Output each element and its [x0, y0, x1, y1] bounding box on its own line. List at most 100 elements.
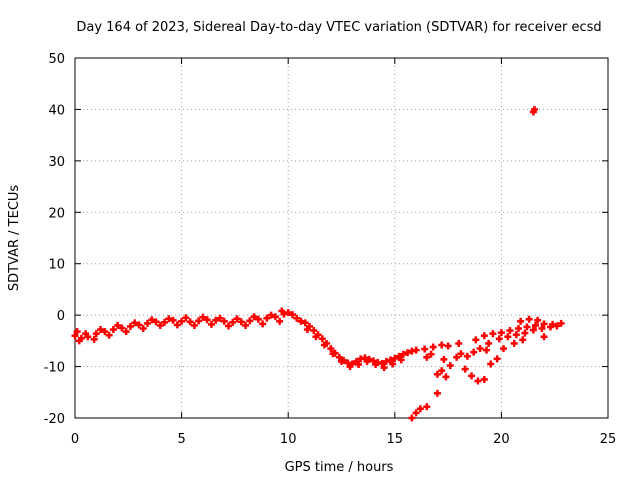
data-point	[254, 315, 262, 323]
data-point	[346, 363, 354, 371]
data-point	[476, 345, 484, 353]
data-points	[71, 105, 565, 422]
data-point	[207, 320, 215, 328]
x-tick-label: 5	[177, 432, 185, 447]
data-point	[438, 367, 446, 375]
data-point	[395, 352, 403, 360]
data-point	[90, 335, 98, 343]
data-point	[453, 353, 461, 361]
data-point	[122, 328, 130, 336]
data-point	[504, 333, 512, 341]
data-point	[182, 314, 190, 322]
data-point	[399, 350, 407, 358]
data-point	[416, 405, 424, 413]
data-point	[355, 361, 363, 369]
data-point	[186, 318, 194, 326]
data-point	[105, 331, 113, 339]
data-point	[212, 316, 220, 324]
data-point	[190, 321, 198, 329]
series-main-trend	[71, 309, 305, 342]
data-point	[463, 352, 471, 360]
data-point	[242, 321, 250, 329]
data-point	[421, 345, 429, 353]
data-point	[517, 317, 525, 325]
data-point	[97, 326, 105, 334]
data-point	[329, 350, 337, 358]
data-point	[553, 322, 561, 330]
data-point	[71, 332, 79, 340]
data-point	[404, 349, 412, 357]
data-point	[288, 311, 296, 319]
data-point	[320, 341, 328, 349]
data-point	[433, 389, 441, 397]
y-tick-label: 0	[57, 309, 65, 324]
data-point	[293, 314, 301, 322]
data-point	[271, 313, 279, 321]
data-point	[500, 345, 508, 353]
data-point	[532, 321, 540, 329]
data-point	[480, 332, 488, 340]
ticks: 0 5 10 15 20 25 -20 -10 0 10 20 30 40 50	[44, 52, 617, 447]
series-descent-offset	[303, 326, 405, 372]
data-point	[233, 315, 241, 323]
data-point	[237, 318, 245, 326]
data-point	[446, 362, 454, 370]
data-point	[523, 323, 531, 331]
data-point	[538, 325, 546, 333]
data-point	[327, 345, 335, 353]
data-point	[297, 317, 305, 325]
data-point	[75, 337, 83, 345]
data-point	[457, 350, 465, 358]
data-point	[442, 373, 450, 381]
data-point	[267, 311, 275, 319]
data-point	[512, 331, 520, 339]
series-main-trend-lower	[75, 317, 284, 345]
y-axis-label: SDTVAR / TECUs	[7, 185, 22, 292]
series-dip-track	[408, 403, 431, 422]
series-scattered-late	[421, 339, 501, 397]
data-point	[139, 325, 147, 333]
y-tick-label: 10	[48, 258, 65, 273]
data-point	[412, 346, 420, 354]
chart-title: Day 164 of 2023, Sidereal Day-to-day VTE…	[76, 20, 601, 35]
data-point	[546, 323, 554, 331]
data-point	[529, 326, 537, 334]
data-point	[468, 372, 476, 380]
data-point	[540, 320, 548, 328]
data-point	[482, 346, 490, 354]
data-point	[519, 336, 527, 344]
data-point	[165, 315, 173, 323]
data-point	[372, 361, 380, 369]
data-point	[135, 321, 143, 329]
data-point	[514, 325, 522, 333]
data-point	[161, 318, 169, 326]
data-point	[278, 307, 286, 315]
data-point	[199, 313, 207, 321]
data-point	[495, 335, 503, 343]
data-point	[109, 326, 117, 334]
data-point	[489, 330, 497, 338]
data-point	[301, 319, 309, 327]
y-tick-label: 50	[48, 52, 65, 67]
series-recovery	[472, 315, 565, 353]
y-tick-label: -10	[44, 361, 65, 376]
data-point	[246, 317, 254, 325]
series-outlier	[529, 105, 538, 116]
data-point	[312, 333, 320, 341]
x-tick-label: 10	[280, 432, 297, 447]
data-point	[534, 316, 542, 324]
data-point	[143, 319, 151, 327]
x-tick-label: 20	[493, 432, 510, 447]
data-point	[156, 321, 164, 329]
x-tick-label: 25	[600, 432, 617, 447]
data-point	[510, 339, 518, 347]
data-point	[195, 317, 203, 325]
data-point	[303, 326, 311, 334]
data-point	[318, 335, 326, 343]
data-point	[485, 339, 493, 347]
data-point	[444, 342, 452, 350]
data-point	[229, 318, 237, 326]
data-point	[480, 375, 488, 383]
data-point	[216, 314, 224, 322]
